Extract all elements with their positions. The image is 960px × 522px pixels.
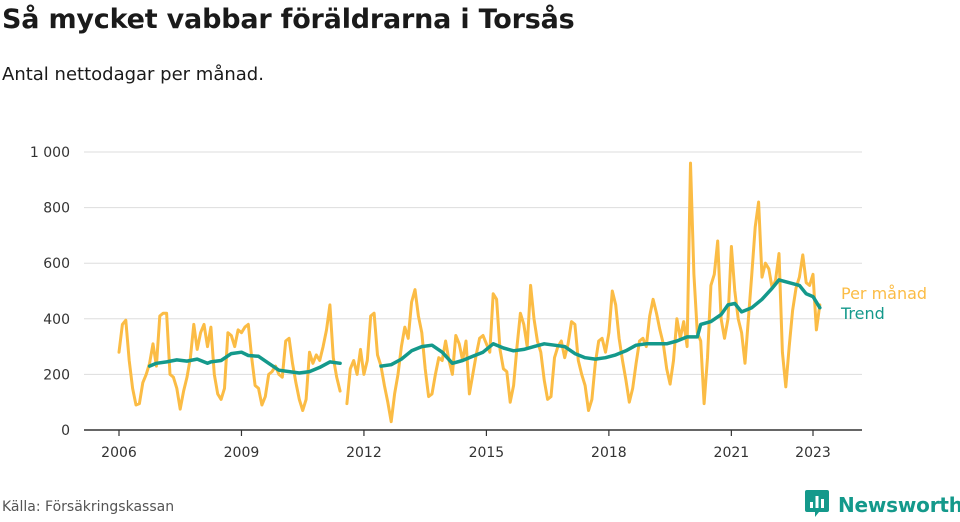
series-line-per-manad xyxy=(117,303,342,412)
x-tick-label: 2012 xyxy=(346,445,382,461)
series-lines xyxy=(117,161,822,424)
brand-name: Newsworthy xyxy=(838,493,960,517)
y-tick-label: 1 000 xyxy=(30,145,70,161)
brand-link[interactable]: Newsworthy xyxy=(804,488,960,522)
x-axis-ticks: 2006 2009 2012 2015 2018 2021 2023 xyxy=(101,430,831,461)
series-line-trend xyxy=(147,350,342,375)
series-line-trend xyxy=(379,278,822,368)
y-tick-label: 400 xyxy=(43,312,70,328)
x-tick-label: 2023 xyxy=(795,445,831,461)
series-line-per-manad xyxy=(345,161,822,424)
x-tick-label: 2006 xyxy=(101,445,137,461)
x-tick-label: 2009 xyxy=(224,445,260,461)
y-axis-tick-labels: 0 200 400 600 800 1 000 xyxy=(30,145,70,439)
x-tick-label: 2021 xyxy=(714,445,750,461)
legend-label-trend: Trend xyxy=(840,304,885,323)
y-tick-label: 600 xyxy=(43,256,70,272)
y-tick-label: 800 xyxy=(43,201,70,217)
chart-subtitle: Antal nettodagar per månad. xyxy=(2,64,264,85)
legend-label-per-manad: Per månad xyxy=(841,284,927,303)
x-tick-label: 2018 xyxy=(591,445,627,461)
x-tick-label: 2015 xyxy=(469,445,505,461)
y-tick-label: 0 xyxy=(61,423,70,439)
grid-lines xyxy=(84,151,862,375)
chart-title: Så mycket vabbar föräldrarna i Torsås xyxy=(2,4,575,35)
y-tick-label: 200 xyxy=(43,367,70,383)
source-note: Källa: Försäkringskassan xyxy=(2,499,175,515)
newsworthy-logo-icon xyxy=(804,488,830,522)
